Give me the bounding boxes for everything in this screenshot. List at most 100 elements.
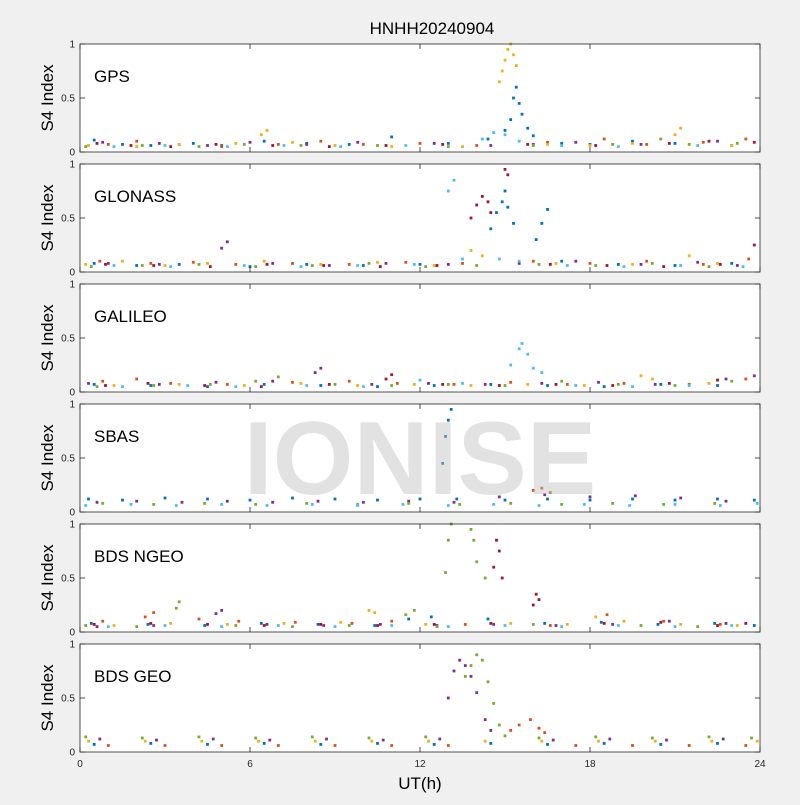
- data-point: [305, 263, 309, 266]
- data-point: [305, 502, 309, 505]
- data-point: [291, 625, 294, 628]
- data-point: [101, 140, 105, 144]
- data-point: [631, 263, 634, 266]
- data-point: [475, 264, 479, 267]
- series-2: [112, 609, 739, 627]
- data-point: [248, 140, 252, 144]
- data-point: [755, 502, 759, 505]
- data-point: [594, 264, 598, 267]
- data-point: [149, 742, 153, 745]
- data-point: [361, 143, 365, 146]
- series-5: [106, 624, 734, 628]
- data-point: [616, 263, 620, 266]
- data-point: [319, 366, 323, 370]
- data-point: [89, 265, 93, 268]
- data-point: [554, 383, 558, 386]
- y-tick-label: 0.5: [61, 214, 75, 225]
- series-5: [121, 342, 691, 388]
- data-point: [565, 623, 569, 626]
- data-point: [503, 624, 507, 627]
- series-3: [95, 609, 728, 628]
- data-point: [605, 613, 609, 617]
- data-point: [503, 189, 507, 193]
- data-point: [106, 625, 110, 628]
- data-point: [659, 620, 663, 624]
- x-tick-label: 6: [247, 759, 253, 770]
- data-point: [509, 363, 513, 367]
- data-point: [633, 494, 637, 498]
- data-point: [475, 653, 479, 657]
- data-point: [418, 378, 422, 382]
- data-point: [101, 502, 105, 505]
- data-point: [463, 664, 467, 667]
- data-point: [486, 680, 490, 684]
- data-point: [143, 739, 147, 743]
- series-6: [92, 538, 748, 627]
- data-point: [540, 739, 544, 743]
- data-point: [534, 592, 538, 596]
- data-point: [517, 102, 521, 105]
- data-point: [157, 263, 161, 266]
- data-point: [376, 742, 379, 745]
- data-point: [546, 208, 549, 211]
- data-point: [696, 625, 700, 628]
- x-tick-label: 24: [754, 759, 766, 770]
- data-point: [730, 379, 734, 383]
- data-point: [718, 263, 722, 266]
- data-point: [163, 144, 167, 147]
- data-point: [489, 383, 493, 386]
- series-1: [95, 493, 728, 504]
- data-point: [339, 145, 343, 148]
- data-point: [339, 620, 343, 624]
- data-point: [616, 383, 620, 386]
- data-point: [265, 623, 269, 626]
- data-point: [512, 96, 515, 100]
- data-point: [313, 371, 317, 374]
- data-point: [554, 624, 558, 627]
- data-point: [418, 497, 422, 501]
- data-point: [254, 503, 258, 506]
- data-point: [489, 144, 493, 147]
- data-point: [735, 264, 739, 267]
- data-point: [262, 259, 266, 263]
- data-point: [293, 620, 297, 624]
- data-point: [350, 622, 354, 625]
- data-point: [752, 374, 756, 378]
- data-point: [747, 257, 751, 261]
- data-point: [461, 257, 464, 261]
- data-point: [220, 246, 224, 250]
- data-point: [517, 262, 521, 265]
- series-6: [104, 373, 719, 388]
- y-tick-label: 0: [69, 748, 75, 759]
- data-point: [390, 373, 394, 377]
- data-point: [546, 143, 549, 146]
- data-point: [707, 735, 711, 739]
- data-point: [407, 617, 411, 621]
- data-point: [495, 538, 498, 542]
- data-point: [435, 264, 439, 267]
- data-point: [616, 624, 620, 627]
- data-point: [404, 613, 408, 617]
- data-point: [546, 140, 549, 144]
- data-point: [492, 702, 496, 705]
- data-point: [376, 385, 379, 388]
- series-1: [98, 257, 751, 266]
- data-point: [271, 500, 275, 504]
- data-point: [395, 382, 399, 385]
- data-point: [483, 383, 487, 386]
- data-point: [701, 263, 705, 266]
- data-point: [554, 262, 558, 265]
- series-0: [87, 408, 756, 502]
- data-point: [152, 503, 156, 506]
- data-point: [446, 418, 450, 422]
- data-point: [540, 486, 544, 490]
- data-point: [560, 503, 564, 506]
- data-point: [526, 126, 530, 130]
- data-point: [489, 227, 493, 231]
- data-point: [310, 503, 314, 506]
- data-point: [469, 675, 473, 678]
- data-point: [444, 571, 447, 574]
- plot-area: [80, 284, 760, 392]
- data-point: [432, 743, 436, 746]
- data-point: [220, 625, 224, 628]
